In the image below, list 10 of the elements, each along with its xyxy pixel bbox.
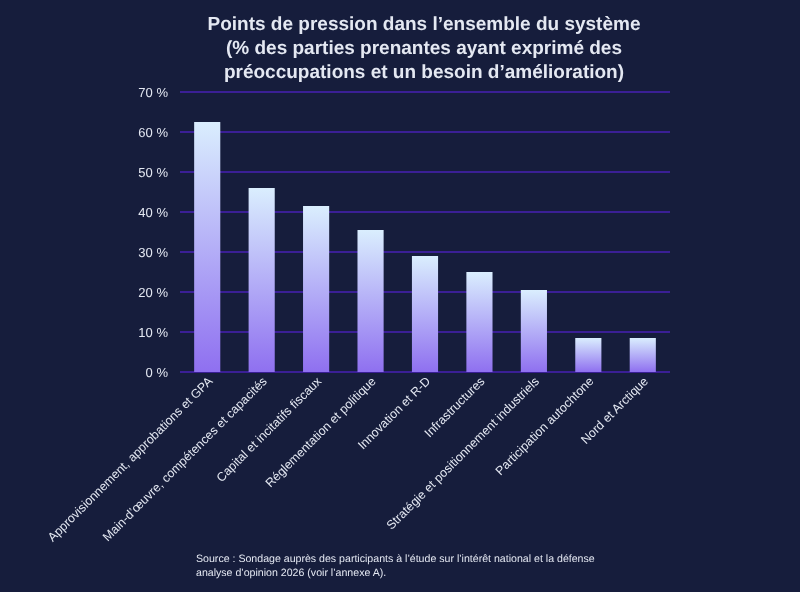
bar bbox=[520, 290, 547, 372]
chart-title: Points de pression dans l’ensemble du système (% des parties prenantes ayant exprimé des préoccupations et un besoin d’amélioration) bbox=[207, 14, 641, 84]
bar bbox=[303, 206, 330, 372]
bar bbox=[194, 122, 221, 372]
bar bbox=[248, 188, 275, 372]
bar bbox=[466, 272, 493, 372]
bar bbox=[629, 338, 656, 372]
bar bbox=[575, 338, 602, 372]
bar bbox=[411, 256, 439, 372]
bar bbox=[357, 230, 384, 372]
